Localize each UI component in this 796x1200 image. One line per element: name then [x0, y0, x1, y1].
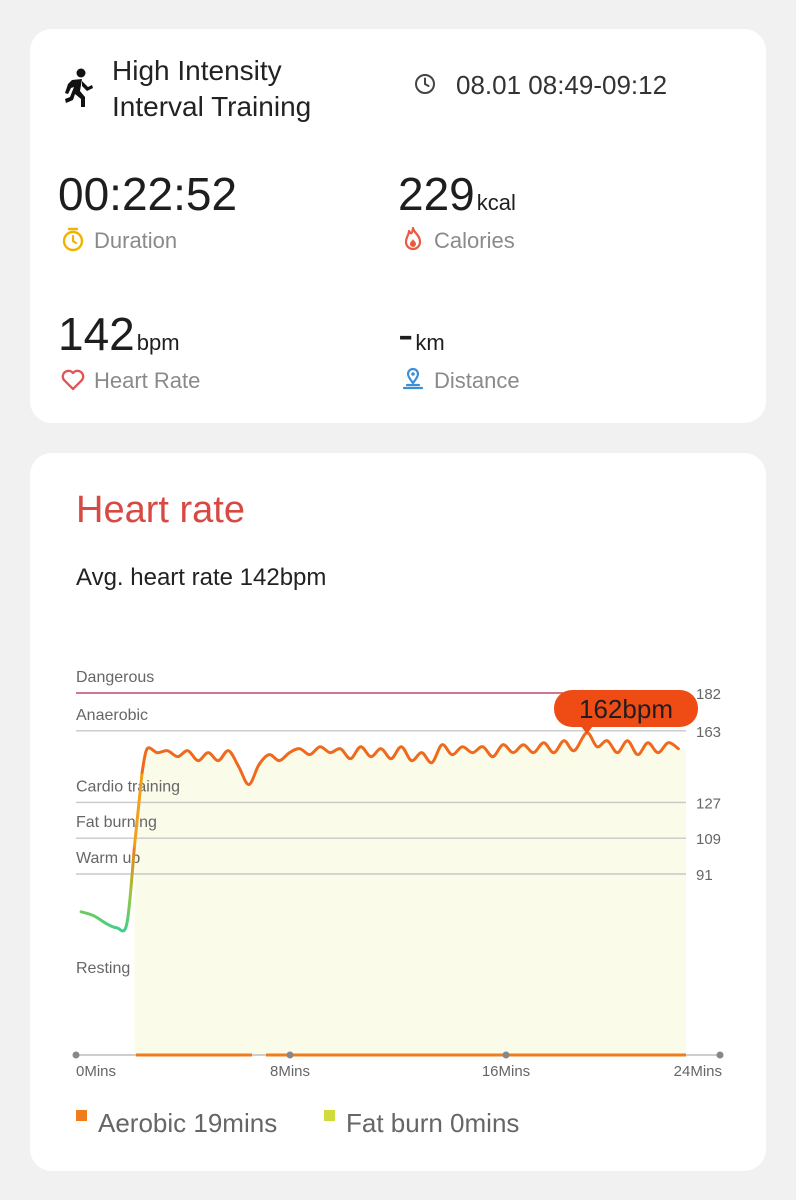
peak-callout-pointer — [580, 726, 593, 734]
y-tick-label-4: 91 — [696, 867, 713, 884]
zone-label-1: Anaerobic — [76, 707, 148, 724]
legend-aerobic-label: Aerobic 19mins — [98, 1108, 278, 1138]
calories-value: 229 — [398, 168, 475, 220]
duration-value: 00:22:52 — [58, 168, 238, 220]
x-tick-dot-1 — [286, 1051, 294, 1059]
heart-rate-label: Heart Rate — [94, 368, 201, 393]
aerobic-area-fill — [134, 732, 686, 1055]
y-tick-label-0: 182 — [696, 686, 721, 703]
x-tick-label-3: 24Mins — [674, 1063, 722, 1080]
heart-rate-line-aerobic — [140, 731, 680, 786]
flame-icon — [404, 226, 422, 251]
distance-metric: -km — [398, 309, 445, 359]
y-tick-label-2: 127 — [696, 795, 721, 812]
heart-rate-card: Dangerous Anaerobic Cardio training Fat bur… — [30, 453, 766, 1171]
calories-unit: kcal — [476, 190, 516, 215]
location-pin-icon — [402, 367, 424, 390]
zone-label-0: Dangerous — [76, 669, 154, 686]
peak-callout-bubble — [554, 690, 698, 727]
distance-unit: km — [415, 330, 445, 355]
legend-aerobic: Aerobic 19mins — [76, 1108, 277, 1139]
heart-rate-line-resting — [79, 844, 136, 933]
duration-metric: 00:22:52 — [58, 169, 237, 219]
workout-title-line2: Interval Training — [112, 91, 312, 122]
x-tick-dot-3 — [716, 1051, 724, 1059]
zone-label-2: Cardio training — [76, 778, 180, 795]
calories-label: Calories — [434, 228, 515, 253]
heart-rate-title: Heart rate — [76, 489, 245, 531]
distance-label: Distance — [434, 368, 520, 393]
y-tick-label-3: 109 — [696, 831, 721, 848]
workout-title-line1: High Intensity — [112, 55, 282, 86]
peak-callout-label: 162bpm — [579, 694, 673, 724]
x-tick-dot-2 — [502, 1051, 510, 1059]
stopwatch-icon — [62, 227, 84, 252]
workout-title: High Intensity Interval Training — [112, 53, 311, 125]
zone-label-5: Resting — [76, 960, 130, 977]
workout-time-range: 08.01 08:49-09:12 — [456, 70, 668, 100]
y-tick-label-1: 163 — [696, 724, 721, 741]
x-tick-label-1: 8Mins — [270, 1063, 310, 1080]
heart-icon — [61, 369, 85, 391]
legend-fat-burn: Fat burn 0mins — [324, 1108, 519, 1139]
heart-rate-value: 142 — [58, 308, 135, 360]
x-tick-dot-0 — [72, 1051, 80, 1059]
x-tick-label-0: 0Mins — [76, 1063, 116, 1080]
x-tick-label-2: 16Mins — [482, 1063, 530, 1080]
clock-icon — [415, 74, 435, 94]
runner-icon — [65, 68, 93, 107]
heart-rate-unit: bpm — [136, 330, 180, 355]
duration-label: Duration — [94, 228, 178, 253]
heart-rate-chart[interactable]: Dangerous Anaerobic Cardio training Fat bur… — [30, 453, 766, 1171]
zone-label-4: Warm up — [76, 850, 140, 867]
legend-fat-burn-swatch — [324, 1110, 335, 1121]
distance-value: - — [398, 308, 414, 360]
workout-summary-card: High Intensity Interval Training 08.01 0… — [30, 29, 766, 423]
heart-rate-line-rise — [132, 771, 144, 848]
heart-rate-metric: 142bpm — [58, 309, 180, 359]
calories-metric: 229kcal — [398, 169, 516, 219]
zone-label-3: Fat burning — [76, 814, 157, 831]
legend-fat-burn-label: Fat burn 0mins — [346, 1108, 520, 1138]
average-heart-rate: Avg. heart rate 142bpm — [76, 564, 327, 591]
legend-aerobic-swatch — [76, 1110, 87, 1121]
